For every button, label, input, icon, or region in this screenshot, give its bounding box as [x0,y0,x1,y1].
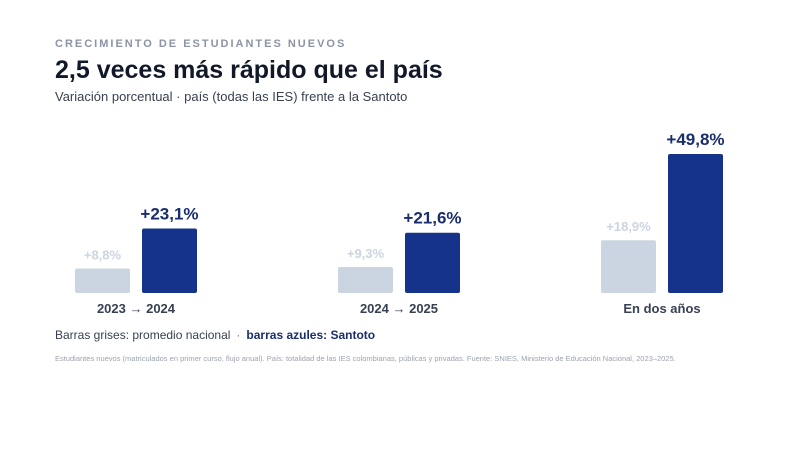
bar-national-1 [338,267,393,293]
chart-legend: Barras grises: promedio nacional · barras … [55,328,375,342]
chart-title: 2,5 veces más rápido que el país [55,56,443,84]
bar-santoto-2 [668,154,723,293]
data-label-santoto-2: +49,8% [666,130,724,149]
bar-chart: +8,8% +23,1% 2023 → 2024 +9,3% +21,6% 2024 → … [75,130,725,316]
bar-national-0 [75,268,130,293]
source-note: Estudiantes nuevos (matriculados en prim… [55,354,676,363]
chart-subtitle: Variación porcentual · país (todas las I… [55,89,408,104]
data-label-santoto-1: +21,6% [403,209,461,228]
data-label-national-2: +18,9% [606,219,651,234]
legend-separator: · [236,328,241,342]
legend-national: Barras grises: promedio nacional [55,328,231,342]
category-label-1: 2024 → 2025 [360,301,438,316]
data-label-national-1: +9,3% [347,246,385,261]
data-label-santoto-0: +23,1% [140,205,198,224]
category-label-2: En dos años [623,301,700,316]
legend-santoto: barras azules: Santoto [246,328,376,342]
bar-santoto-1 [405,232,460,293]
chart-kicker: CRECIMIENTO DE ESTUDIANTES NUEVOS [55,38,347,50]
bar-santoto-0 [142,228,197,293]
bar-national-2 [601,240,656,293]
category-label-0: 2023 → 2024 [97,301,176,316]
data-label-national-0: +8,8% [84,247,122,262]
